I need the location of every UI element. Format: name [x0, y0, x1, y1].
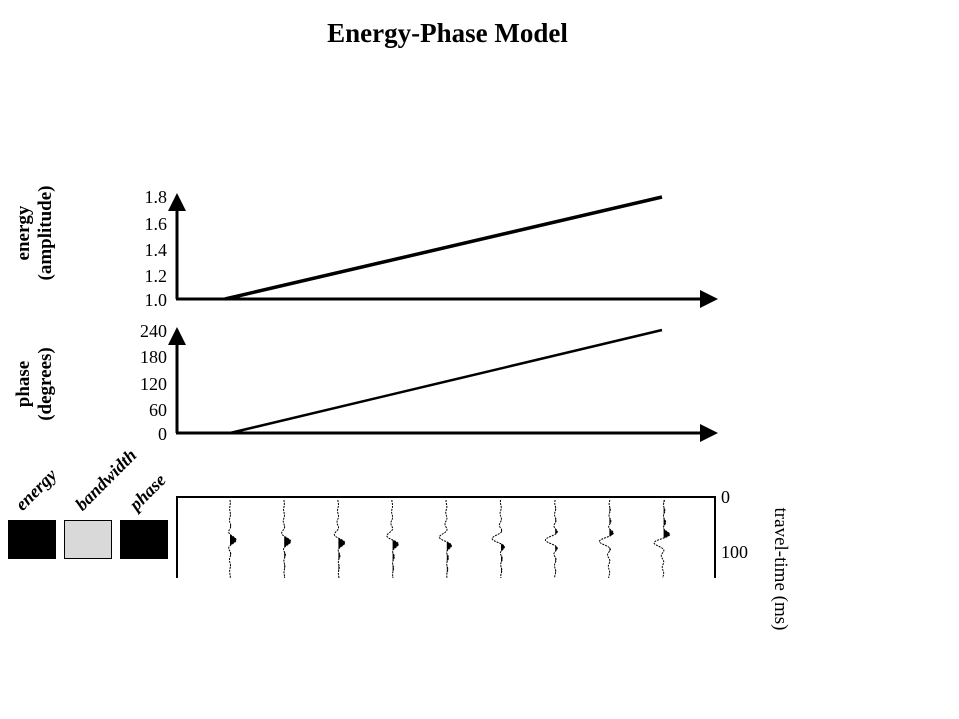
trace-positive-fill [284, 500, 291, 578]
energy-swatch [8, 520, 56, 559]
seismic-panel-frame [176, 496, 716, 578]
trace-positive-fill [230, 500, 237, 578]
energy-label-line2: (amplitude) [35, 185, 56, 281]
phase-label-line2: (degrees) [35, 347, 56, 421]
energy-tick: 1.0 [144, 290, 168, 310]
phase-tick: 240 [140, 321, 167, 341]
phase-line [229, 328, 663, 435]
time-tick-0: 0 [721, 487, 730, 507]
trace-wiggle [491, 499, 505, 579]
energy-axis-label: energy (amplitude) [13, 173, 57, 293]
trace-wiggle [544, 499, 558, 579]
trace-wiggle [386, 499, 399, 579]
energy-line [224, 195, 663, 301]
trace-wiggle [281, 499, 292, 579]
energy-tick: 1.4 [144, 240, 168, 260]
phase-tick: 60 [149, 400, 167, 420]
trace-wiggle [438, 499, 453, 579]
trace-wiggle [228, 499, 237, 579]
phase-axis-label: phase (degrees) [13, 324, 57, 444]
phase-tick: 0 [158, 424, 167, 444]
energy-tick: 1.2 [144, 266, 168, 286]
diagram-title: Energy-Phase Model [327, 18, 568, 48]
trace-wiggle [333, 499, 346, 579]
energy-tick: 1.6 [144, 214, 168, 234]
energy-label-line1: energy [13, 205, 34, 261]
phase-label-line1: phase [13, 360, 34, 408]
seismic-traces [228, 499, 671, 579]
trace-wiggle [598, 499, 614, 579]
trace-positive-fill [555, 500, 558, 578]
trace-positive-fill [609, 500, 614, 578]
phase-swatch [120, 520, 168, 559]
phase-tick: 120 [140, 374, 167, 394]
trace-positive-fill [501, 500, 505, 578]
trace-positive-fill [446, 500, 452, 578]
time-tick-100: 100 [721, 542, 748, 562]
bandwidth-swatch [64, 520, 112, 559]
travel-time-label: travel-time (ms) [770, 507, 791, 631]
energy-tick: 1.8 [144, 187, 168, 207]
phase-tick: 180 [140, 347, 167, 367]
trace-wiggle [653, 499, 671, 579]
